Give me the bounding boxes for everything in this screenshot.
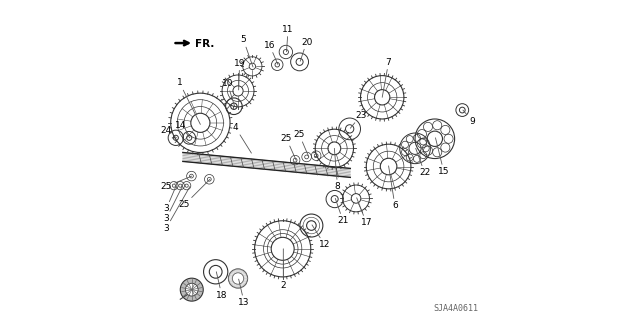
- Text: 6: 6: [388, 166, 398, 210]
- Circle shape: [180, 278, 204, 301]
- Text: 3: 3: [163, 187, 182, 223]
- Text: 3: 3: [163, 187, 176, 213]
- Text: 7: 7: [382, 58, 392, 97]
- Text: 11: 11: [282, 25, 294, 52]
- Text: 1: 1: [177, 78, 200, 124]
- Text: 22: 22: [416, 148, 430, 177]
- Text: 20: 20: [300, 38, 312, 61]
- Text: 23: 23: [350, 111, 367, 128]
- Text: 2: 2: [280, 249, 286, 290]
- Text: 24: 24: [161, 126, 177, 138]
- Text: 16: 16: [264, 41, 278, 64]
- Text: 18: 18: [216, 272, 227, 300]
- Text: 4: 4: [233, 123, 252, 153]
- Text: 25: 25: [294, 130, 309, 157]
- Text: 25: 25: [161, 176, 192, 191]
- Text: 13: 13: [238, 279, 250, 307]
- Text: 19: 19: [234, 59, 245, 90]
- Text: FR.: FR.: [195, 39, 214, 49]
- Text: 15: 15: [435, 138, 449, 176]
- Text: 25: 25: [179, 179, 210, 209]
- Text: 12: 12: [312, 225, 330, 249]
- Text: 9: 9: [463, 110, 476, 126]
- Text: 17: 17: [356, 198, 372, 227]
- Text: 14: 14: [175, 121, 190, 138]
- Text: 8: 8: [334, 148, 340, 191]
- Text: SJA4A0611: SJA4A0611: [433, 304, 478, 313]
- Circle shape: [186, 283, 198, 296]
- Text: 21: 21: [335, 198, 349, 225]
- Text: 25: 25: [281, 134, 296, 160]
- Text: 10: 10: [221, 79, 234, 106]
- Text: 5: 5: [241, 35, 253, 67]
- Text: 3: 3: [163, 187, 190, 233]
